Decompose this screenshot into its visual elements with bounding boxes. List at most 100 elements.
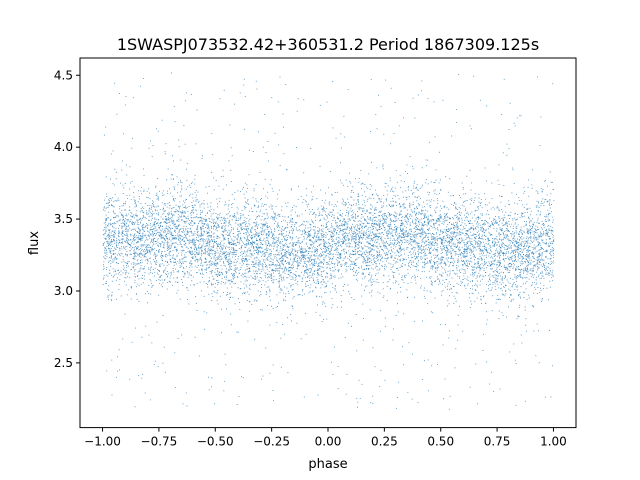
data-point bbox=[206, 251, 208, 253]
data-point bbox=[465, 239, 467, 240]
data-point bbox=[519, 272, 521, 274]
data-point bbox=[273, 238, 275, 239]
data-point bbox=[492, 260, 494, 262]
data-point bbox=[393, 277, 395, 279]
data-point bbox=[145, 246, 147, 248]
data-point bbox=[276, 257, 278, 259]
data-point bbox=[274, 216, 275, 218]
data-point bbox=[158, 279, 160, 281]
data-point bbox=[467, 280, 469, 281]
data-point bbox=[489, 225, 491, 227]
data-point bbox=[250, 256, 252, 258]
data-point bbox=[114, 168, 116, 170]
data-point bbox=[521, 257, 523, 259]
data-point bbox=[534, 234, 536, 236]
data-point bbox=[499, 261, 501, 263]
data-point bbox=[355, 238, 357, 240]
data-point bbox=[143, 268, 145, 270]
data-point bbox=[331, 223, 332, 225]
data-point bbox=[339, 225, 341, 226]
data-point bbox=[502, 152, 504, 154]
data-point bbox=[175, 242, 177, 244]
data-point bbox=[551, 365, 553, 367]
data-point bbox=[331, 297, 333, 299]
data-point bbox=[401, 223, 403, 225]
data-point bbox=[422, 206, 424, 208]
data-point bbox=[219, 274, 221, 276]
data-point bbox=[351, 228, 353, 229]
data-point bbox=[173, 271, 175, 273]
data-point bbox=[361, 383, 363, 385]
data-point bbox=[110, 235, 112, 237]
data-point bbox=[358, 181, 360, 183]
data-point bbox=[240, 213, 242, 215]
data-point bbox=[339, 253, 341, 255]
data-point bbox=[463, 241, 465, 243]
data-point bbox=[538, 242, 540, 244]
data-point bbox=[227, 246, 229, 248]
data-point bbox=[247, 243, 249, 245]
data-point bbox=[481, 249, 483, 251]
data-point bbox=[200, 216, 202, 218]
data-point bbox=[400, 258, 401, 260]
data-point bbox=[261, 240, 263, 242]
data-point bbox=[527, 254, 529, 256]
data-point bbox=[213, 189, 215, 191]
data-point bbox=[180, 250, 182, 252]
data-point bbox=[141, 235, 143, 237]
data-point bbox=[260, 209, 262, 211]
data-point bbox=[347, 235, 349, 237]
data-point bbox=[395, 218, 397, 220]
data-point bbox=[226, 213, 228, 215]
data-point bbox=[508, 200, 510, 202]
data-point bbox=[456, 227, 458, 229]
data-point bbox=[275, 268, 277, 270]
data-point bbox=[306, 265, 308, 267]
data-point bbox=[350, 228, 352, 230]
data-point bbox=[124, 202, 126, 204]
data-point bbox=[465, 259, 467, 261]
data-point bbox=[447, 223, 449, 225]
data-point bbox=[282, 232, 284, 234]
data-point bbox=[236, 404, 238, 405]
data-point bbox=[176, 219, 178, 221]
data-point bbox=[297, 294, 299, 296]
data-point bbox=[434, 264, 436, 265]
data-point bbox=[229, 266, 231, 268]
data-point bbox=[142, 211, 144, 213]
data-point bbox=[352, 235, 353, 237]
data-point bbox=[466, 278, 468, 280]
data-point bbox=[275, 265, 277, 267]
data-point bbox=[466, 200, 468, 201]
data-point bbox=[323, 206, 324, 208]
data-point bbox=[122, 192, 124, 194]
data-point bbox=[435, 242, 437, 244]
data-point bbox=[168, 188, 170, 190]
data-point bbox=[115, 228, 117, 230]
data-point bbox=[220, 256, 222, 258]
data-point bbox=[375, 222, 377, 224]
data-point bbox=[486, 250, 488, 252]
data-point bbox=[108, 217, 109, 219]
data-point bbox=[257, 290, 259, 292]
data-point bbox=[168, 254, 170, 256]
data-point bbox=[185, 225, 187, 227]
data-point bbox=[346, 212, 348, 214]
data-point bbox=[368, 280, 370, 282]
data-point bbox=[134, 206, 136, 208]
data-point bbox=[167, 229, 169, 231]
data-point bbox=[125, 230, 127, 232]
data-point bbox=[399, 242, 400, 244]
data-point bbox=[242, 256, 244, 258]
data-point bbox=[201, 210, 203, 212]
data-point bbox=[185, 243, 186, 245]
data-point bbox=[243, 187, 244, 189]
data-point bbox=[374, 245, 376, 247]
data-point bbox=[211, 264, 213, 266]
data-point bbox=[549, 212, 551, 214]
data-point bbox=[196, 226, 198, 228]
data-point bbox=[362, 261, 364, 262]
data-point bbox=[104, 257, 106, 259]
data-point bbox=[325, 262, 327, 263]
data-point bbox=[188, 267, 190, 269]
